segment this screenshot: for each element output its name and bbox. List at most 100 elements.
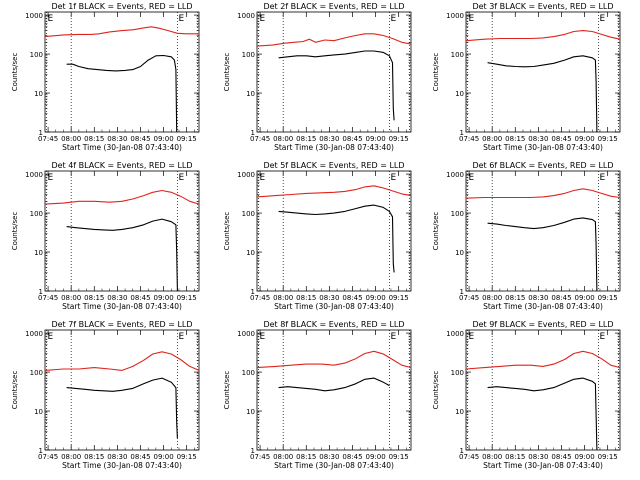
y-tick-label: 10 [455,90,464,98]
y-tick-label: 1 [460,447,464,455]
x-tick-label: 08:45 [551,294,571,302]
x-tick-label: 08:15 [84,135,104,143]
y-tick-label: 1000 [25,330,43,338]
y-tick-label: 1 [460,288,464,296]
e-marker: E [390,332,396,342]
x-tick-label: 09:00 [365,453,385,461]
x-tick-label: 08:30 [319,294,339,302]
e-marker: E [178,173,184,183]
x-tick-label: 08:45 [551,135,571,143]
events-series-line [487,377,598,451]
panel-title: Det 6f BLACK = Events, RED = LLD [472,161,613,170]
y-tick-label: 10 [455,249,464,257]
x-axis-label: Start Time (30-Jan-08 07:43:40) [62,143,182,152]
lld-series-line [465,188,621,199]
y-tick-label: 100 [451,369,464,377]
y-axis-label: Counts/sec [223,371,231,410]
e-marker: E [178,332,184,342]
x-tick-label: 08:45 [130,294,150,302]
lld-series-line [44,189,200,205]
panel-title: Det 2f BLACK = Events, RED = LLD [263,2,404,11]
detector-panel-7: Det 7f BLACK = Events, RED = LLD E E 1 10 100… [11,320,200,470]
x-tick-label: 08:00 [61,135,81,143]
y-tick-label: 1 [39,129,43,137]
panel-title: Det 4f BLACK = Events, RED = LLD [51,161,192,170]
events-series-line [66,377,178,439]
plot-frame [465,170,621,292]
panel-title: Det 8f BLACK = Events, RED = LLD [263,320,404,329]
x-axis-label: Start Time (30-Jan-08 07:43:40) [274,143,394,152]
panel-title: Det 1f BLACK = Events, RED = LLD [51,2,192,11]
lld-series-line [256,185,412,198]
x-tick-label: 09:00 [574,453,594,461]
x-tick-label: 08:15 [84,453,104,461]
x-tick-label: 08:45 [342,135,362,143]
y-tick-label: 10 [246,90,255,98]
x-tick-label: 08:00 [61,294,81,302]
events-series-line [487,217,598,292]
x-axis-label: Start Time (30-Jan-08 07:43:40) [483,302,603,311]
y-tick-label: 1 [39,447,43,455]
lld-series-line [44,351,200,371]
x-tick-label: 08:00 [482,453,502,461]
x-tick-label: 08:15 [296,135,316,143]
x-tick-label: 08:45 [342,453,362,461]
x-tick-label: 08:15 [296,453,316,461]
e-marker: E [178,14,184,24]
x-tick-label: 08:30 [528,453,548,461]
x-tick-label: 09:00 [153,294,173,302]
x-tick-label: 07:45 [250,453,270,461]
y-tick-label: 1 [251,447,255,455]
x-tick-label: 08:00 [273,294,293,302]
y-tick-label: 100 [30,210,43,218]
y-tick-label: 1000 [25,12,43,20]
plot-frame [256,170,412,292]
x-tick-label: 08:15 [505,453,525,461]
plot-frame [44,170,200,292]
x-tick-label: 09:00 [365,294,385,302]
e-marker: E [390,173,396,183]
panel-title: Det 3f BLACK = Events, RED = LLD [472,2,613,11]
detector-panel-8: Det 8f BLACK = Events, RED = LLD E E 1 10 100… [223,320,412,470]
y-tick-label: 1000 [446,12,464,20]
y-axis-label: Counts/sec [11,371,19,410]
plot-frame [465,11,621,133]
plot-frame [44,11,200,133]
e-marker: E [599,332,605,342]
e-marker: E [260,173,266,183]
y-tick-label: 1 [251,288,255,296]
e-marker: E [48,332,54,342]
x-tick-label: 07:45 [459,135,479,143]
lld-series-line [256,33,412,47]
e-marker: E [599,173,605,183]
events-series-line [487,55,598,133]
events-series-line [278,50,395,121]
x-tick-label: 08:30 [319,453,339,461]
x-tick-label: 09:15 [177,294,197,302]
x-axis-label: Start Time (30-Jan-08 07:43:40) [483,461,603,470]
x-tick-label: 09:00 [574,294,594,302]
x-tick-label: 09:15 [598,135,618,143]
x-tick-label: 08:45 [342,294,362,302]
x-tick-label: 09:00 [574,135,594,143]
y-tick-label: 1 [460,129,464,137]
events-series-line [66,54,178,133]
e-marker: E [469,173,475,183]
y-tick-label: 100 [242,369,255,377]
x-tick-label: 09:15 [177,453,197,461]
x-tick-label: 08:30 [528,294,548,302]
x-tick-label: 09:15 [177,135,197,143]
e-marker: E [260,14,266,24]
x-tick-label: 07:45 [38,294,58,302]
y-axis-label: Counts/sec [432,212,440,251]
y-tick-label: 1000 [446,330,464,338]
y-axis-label: Counts/sec [223,212,231,251]
x-tick-label: 09:00 [153,453,173,461]
x-tick-label: 07:45 [38,453,58,461]
x-tick-label: 09:15 [598,453,618,461]
x-tick-label: 08:30 [528,135,548,143]
y-axis-label: Counts/sec [223,53,231,92]
lld-series-line [465,30,621,42]
detector-panel-3: Det 3f BLACK = Events, RED = LLD E E 1 10 100… [432,2,621,152]
x-tick-label: 07:45 [459,294,479,302]
